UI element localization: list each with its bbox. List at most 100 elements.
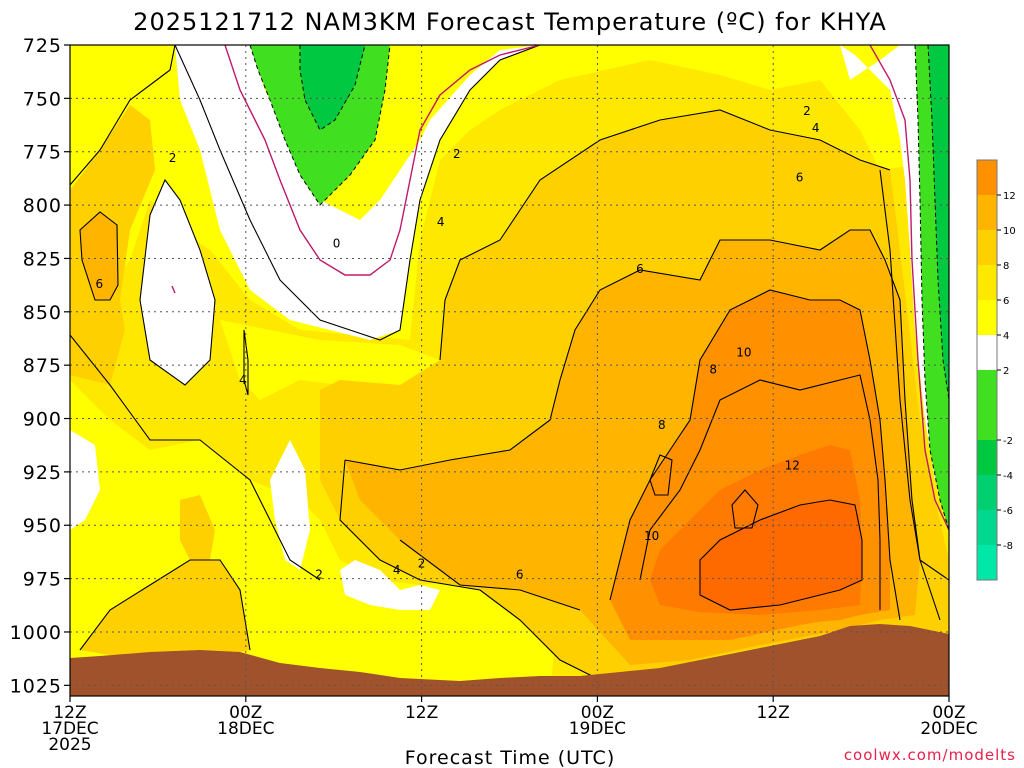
y-tick-label-1025: 1025 [10, 675, 62, 697]
x-tick-label-36-1: 00Z [581, 703, 614, 723]
contour-12-blob [731, 489, 759, 529]
contour-4-vertical [243, 329, 249, 396]
terrain [70, 624, 949, 696]
contour-label-7: 4 [393, 563, 401, 577]
y-tick-label-825: 825 [23, 248, 62, 270]
contour-8-blob [649, 454, 673, 496]
y-tick-label-925: 925 [23, 462, 62, 484]
colorbar-label-4: 2 [1003, 366, 1009, 377]
contour-label-5: 2 [453, 147, 461, 161]
colorbar-label-0: -8 [1003, 541, 1013, 552]
band-12-14 [700, 500, 862, 610]
colorbar-swatch-4 [977, 370, 997, 440]
contour-0-top [224, 45, 541, 276]
contour-label-11: 8 [709, 362, 717, 376]
colorbar-label-9: 12 [1003, 191, 1016, 202]
y-tick-label-775: 775 [23, 142, 62, 164]
colorbar-swatch-3 [977, 440, 997, 475]
band-4-6-blob [180, 495, 215, 560]
contour-10 [639, 374, 881, 610]
x-tick-label-24-1: 12Z [405, 703, 438, 723]
colorbar-label-8: 10 [1003, 226, 1016, 237]
contour-4-left [70, 334, 321, 581]
band-green-top-inner [300, 45, 365, 130]
band-white-left [140, 180, 215, 385]
plot-frame [69, 44, 950, 697]
band-white-bottom [340, 560, 440, 610]
contour-label-14: 10 [736, 345, 751, 359]
contour-lines [70, 45, 949, 681]
x-tick-label-60-1: 00Z [932, 703, 965, 723]
contour-neg4-right [927, 45, 949, 401]
x-tick-label-36-2: 19DEC [569, 719, 626, 739]
contour-label-8: 2 [418, 557, 426, 571]
y-axis: 725 750 775 800 825 850 875 900 925 950 975 1000 102… [10, 35, 70, 697]
x-tick-label-0-2: 17DEC [41, 719, 98, 739]
contour-label-10: 6 [636, 262, 644, 276]
x-tick-label-12-2: 18DEC [217, 719, 274, 739]
contour-label-13: 10 [644, 529, 659, 543]
x-tick-label-0-1: 12Z [53, 703, 86, 723]
colorbar-swatch-8 [977, 230, 997, 265]
y-tick-label-975: 975 [23, 569, 62, 591]
contour-label-2: 4 [239, 373, 247, 387]
x-tick-label-0-3: 2025 [48, 735, 91, 755]
colorbar-label-6: 6 [1003, 296, 1009, 307]
y-tick-label-850: 850 [23, 302, 62, 324]
band-white-mid [270, 440, 310, 570]
contour-label-17: 4 [812, 121, 820, 135]
y-tick-label-875: 875 [23, 355, 62, 377]
band-2-4-mid [220, 320, 440, 400]
colorbar-swatch-9 [977, 195, 997, 230]
y-tick-label-900: 900 [23, 409, 62, 431]
credit-text: coolwx.com/modelts [844, 746, 1016, 764]
contour-label-18: 2 [803, 104, 811, 118]
y-tick-label-725: 725 [23, 35, 62, 57]
contour-2-left [70, 45, 176, 186]
contour-2-upper [174, 45, 541, 341]
colorbar-label-2: -4 [1003, 471, 1013, 482]
contour-6-bottom-left [79, 559, 251, 651]
band-white-upper [175, 45, 949, 500]
colorbar-swatch-1 [977, 510, 997, 545]
contour-label-16: 6 [796, 170, 804, 184]
band-6-8-left [80, 212, 118, 300]
colorbar: -8 -6 -4 -2 2 4 6 8 10 12 [976, 159, 1016, 581]
contour-8 [609, 289, 901, 621]
contour-right-edge [879, 169, 949, 581]
colorbar-label-7: 8 [1003, 261, 1009, 272]
gridlines [70, 45, 949, 696]
contour-label-3: 0 [333, 237, 341, 251]
colorbar-label-1: -6 [1003, 506, 1013, 517]
x-tick-label-48-1: 12Z [757, 703, 790, 723]
contour-label-15: 12 [785, 458, 800, 472]
negative-contours [249, 45, 949, 531]
contour-2-mid [139, 178, 216, 386]
contour-4-bottom [339, 459, 601, 681]
contour-6-left [79, 211, 119, 301]
y-tick-label-950: 950 [23, 515, 62, 537]
contour-4-center [439, 109, 891, 361]
contour-neg2-right [914, 45, 949, 531]
band-white-left-edge [70, 430, 100, 530]
contour-12 [699, 499, 863, 611]
contour-label-6: 2 [315, 567, 323, 581]
y-tick-label-750: 750 [23, 88, 62, 110]
colorbar-label-5: 4 [1003, 331, 1009, 342]
colorbar-swatch-6 [977, 300, 997, 335]
band-4-6-bottom-left [80, 560, 250, 660]
y-tick-label-1000: 1000 [10, 622, 62, 644]
contour-label-1: 6 [95, 277, 103, 291]
x-tick-label-12-1: 00Z [229, 703, 262, 723]
x-tick-label-60-2: 20DEC [920, 719, 977, 739]
contour-label-12: 8 [658, 418, 666, 432]
colorbar-swatch-0 [977, 545, 997, 580]
contour-label-4: 4 [437, 215, 445, 229]
contour-label-0: 2 [169, 151, 177, 165]
colorbar-label-3: -2 [1003, 436, 1013, 447]
y-tick-label-800: 800 [23, 195, 62, 217]
